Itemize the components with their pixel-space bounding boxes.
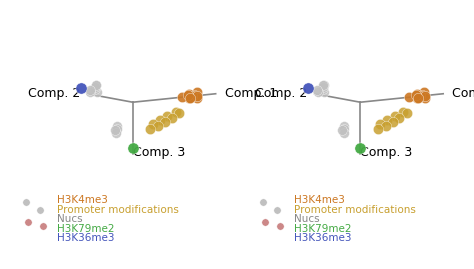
Text: H3K36me3: H3K36me3 — [57, 233, 114, 243]
Text: Comp. 1: Comp. 1 — [452, 87, 474, 100]
Point — [406, 94, 413, 99]
Point — [320, 83, 328, 87]
Point — [193, 96, 201, 100]
Point — [395, 115, 403, 120]
Point — [413, 92, 420, 96]
Point — [193, 90, 201, 95]
Point — [156, 118, 164, 122]
Text: Comp. 3: Comp. 3 — [133, 146, 185, 159]
Point — [178, 94, 186, 99]
Point — [382, 123, 390, 128]
Point — [338, 128, 346, 132]
Point — [414, 95, 421, 100]
Point — [420, 90, 428, 95]
Point — [356, 146, 364, 150]
Point — [25, 220, 32, 224]
Point — [155, 123, 162, 128]
Point — [22, 200, 30, 204]
Point — [172, 110, 180, 115]
Point — [193, 94, 201, 98]
Point — [168, 115, 175, 120]
Point — [146, 127, 154, 131]
Point — [186, 95, 194, 100]
Text: Comp. 3: Comp. 3 — [360, 146, 412, 159]
Point — [162, 119, 169, 124]
Point — [190, 93, 198, 97]
Text: Comp. 2: Comp. 2 — [255, 87, 308, 100]
Point — [377, 122, 384, 126]
Point — [421, 96, 428, 100]
Point — [262, 220, 269, 224]
Point — [319, 85, 327, 89]
Point — [77, 86, 84, 90]
Point — [340, 126, 348, 131]
Point — [421, 94, 428, 98]
Text: Nucs: Nucs — [57, 214, 82, 224]
Point — [91, 87, 99, 91]
Point — [383, 118, 391, 122]
Point — [36, 208, 44, 212]
Point — [186, 95, 193, 100]
Point — [184, 93, 192, 98]
Point — [389, 119, 397, 124]
Point — [112, 131, 120, 135]
Point — [164, 114, 171, 118]
Text: H3K36me3: H3K36me3 — [294, 233, 351, 243]
Point — [416, 94, 424, 98]
Point — [175, 111, 183, 115]
Point — [113, 123, 120, 128]
Point — [403, 111, 410, 115]
Point — [304, 86, 312, 90]
Point — [276, 224, 283, 228]
Point — [149, 122, 157, 126]
Point — [91, 85, 99, 89]
Text: Comp. 2: Comp. 2 — [28, 87, 80, 100]
Point — [418, 93, 425, 97]
Point — [412, 93, 419, 98]
Text: Comp. 1: Comp. 1 — [225, 87, 277, 100]
Point — [340, 123, 348, 128]
Point — [391, 114, 399, 118]
Point — [185, 92, 193, 96]
Text: H3K79me2: H3K79me2 — [294, 224, 351, 234]
Point — [320, 90, 328, 94]
Point — [86, 88, 94, 92]
Point — [111, 128, 118, 132]
Text: Promoter modifications: Promoter modifications — [57, 205, 179, 215]
Point — [259, 200, 267, 204]
Point — [113, 126, 120, 131]
Point — [87, 90, 94, 94]
Point — [340, 131, 347, 135]
Text: Promoter modifications: Promoter modifications — [294, 205, 416, 215]
Point — [129, 146, 137, 150]
Point — [314, 88, 321, 92]
Point — [319, 87, 327, 91]
Point — [39, 224, 46, 228]
Point — [413, 95, 421, 100]
Point — [92, 83, 100, 88]
Point — [374, 127, 382, 131]
Point — [314, 90, 322, 94]
Point — [92, 83, 100, 87]
Text: H3K79me2: H3K79me2 — [57, 224, 114, 234]
Point — [400, 110, 407, 115]
Point — [189, 94, 196, 98]
Text: H3K4me3: H3K4me3 — [57, 195, 108, 206]
Point — [93, 90, 100, 94]
Text: H3K4me3: H3K4me3 — [294, 195, 345, 206]
Point — [273, 208, 281, 212]
Text: Nucs: Nucs — [294, 214, 319, 224]
Point — [319, 83, 327, 88]
